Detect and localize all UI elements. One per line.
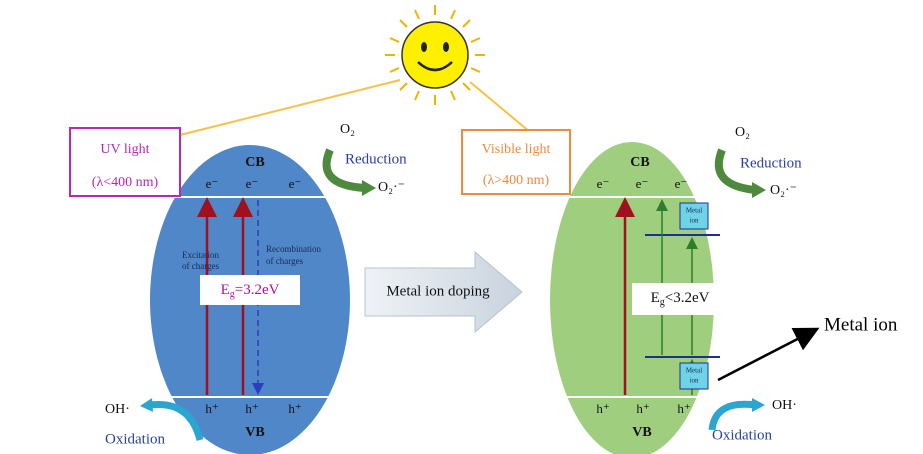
electron: e⁻	[246, 176, 259, 191]
hole: h⁺	[205, 401, 218, 416]
gap-value: <3.2eV	[665, 290, 710, 306]
label: Recombination	[266, 244, 321, 254]
band-gap: Eg<3.2eV	[651, 290, 710, 308]
light-title: Visible light	[482, 142, 551, 157]
oxidation-arrow	[712, 404, 755, 430]
vb-label: VB	[632, 425, 651, 440]
reduction-label: Reduction	[345, 151, 407, 167]
light-range: (λ>400 nm)	[483, 173, 550, 188]
arrow-head	[140, 398, 153, 412]
oxidation-label: Oxidation	[712, 427, 772, 443]
dopant-label: ion	[690, 217, 699, 225]
dopant-label: Metal	[686, 207, 702, 215]
process-label: Metal ion doping	[386, 283, 490, 299]
electron: e⁻	[289, 176, 302, 191]
product: O₂·⁻	[378, 180, 405, 195]
light-range: (λ<400 nm)	[92, 175, 159, 190]
hole: h⁺	[677, 401, 690, 416]
hole: h⁺	[596, 401, 609, 416]
cb-label: CB	[245, 155, 264, 170]
dopant-label: ion	[690, 377, 699, 385]
cb-label: CB	[630, 155, 649, 170]
electron: e⁻	[597, 176, 610, 191]
reactant: OH·	[772, 398, 797, 413]
hole: h⁺	[288, 401, 301, 416]
hole: h⁺	[636, 401, 649, 416]
light-title: UV light	[100, 142, 149, 157]
label: Excitation	[182, 250, 219, 260]
reduction-label: Reduction	[740, 155, 802, 171]
light-ray	[180, 80, 400, 135]
light-ray	[470, 82, 530, 132]
band-gap: Eg=3.2eV	[221, 282, 280, 300]
page: Eg=3.2eV Excitation of charges Recombina…	[0, 0, 923, 454]
label: of charges	[266, 256, 304, 266]
hole: h⁺	[245, 401, 258, 416]
electron: e⁻	[675, 176, 688, 191]
product: O₂·⁻	[770, 183, 797, 198]
vb-label: VB	[245, 425, 264, 440]
reactant: O₂	[340, 122, 355, 137]
gap-symbol: E	[221, 282, 230, 298]
electron: e⁻	[206, 176, 219, 191]
dopant-label: Metal	[686, 367, 702, 375]
arrow-head	[752, 182, 766, 198]
electron: e⁻	[636, 176, 649, 191]
oxidation-label: Oxidation	[105, 431, 165, 447]
label: of charges	[182, 261, 220, 271]
sun	[385, 5, 485, 105]
reactant: OH·	[105, 402, 130, 417]
diagram: Eg=3.2eV Excitation of charges Recombina…	[0, 0, 923, 454]
gap-symbol: E	[651, 290, 660, 306]
reactant: O₂	[735, 125, 750, 140]
arrow-head	[752, 398, 765, 412]
callout-arrow	[718, 330, 815, 380]
callout-label: Metal ion	[824, 314, 898, 335]
gap-value: =3.2eV	[235, 282, 280, 298]
arrow-head	[362, 180, 376, 196]
